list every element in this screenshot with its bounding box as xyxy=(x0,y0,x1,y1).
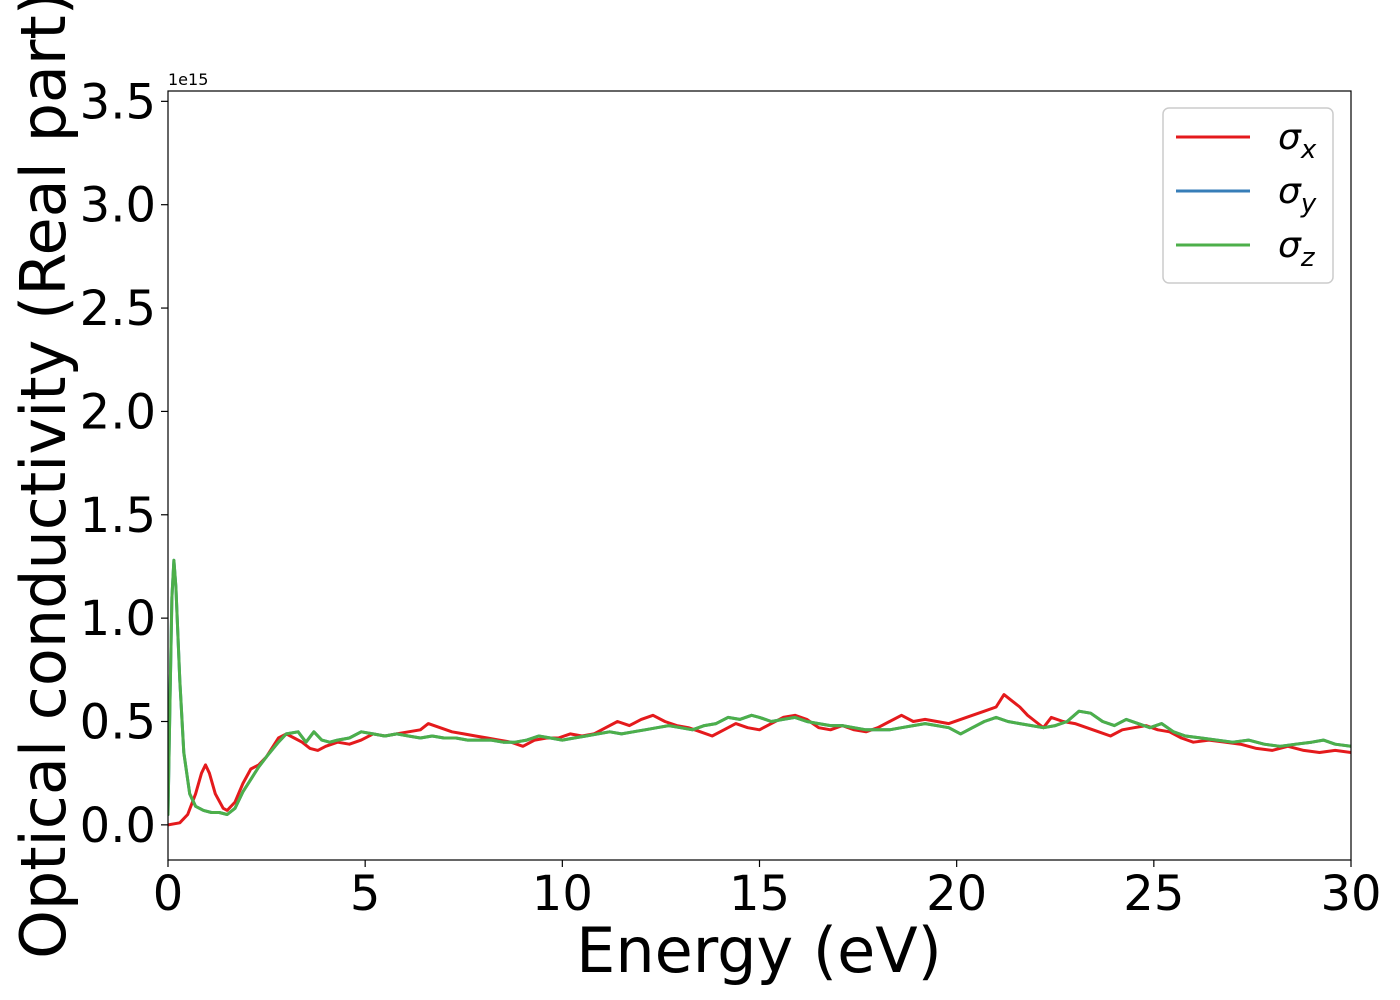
x-tick-label: 20 xyxy=(926,866,987,922)
legend-label-x: σx xyxy=(1278,117,1317,165)
y-tick-label: 1.0 xyxy=(80,591,156,647)
x-tick-label: 15 xyxy=(729,866,790,922)
x-tick-label: 0 xyxy=(153,866,184,922)
x-axis-ticks: 0 5 10 15 20 25 30 xyxy=(153,860,1382,922)
y-axis-offset-label: 1e15 xyxy=(168,70,208,89)
y-tick-label: 0.0 xyxy=(80,798,156,854)
legend-label-z: σz xyxy=(1278,225,1316,273)
y-tick-label: 3.0 xyxy=(80,178,156,234)
x-tick-label: 10 xyxy=(532,866,593,922)
legend-label-symbol: σ xyxy=(1278,117,1302,158)
y-tick-label: 0.5 xyxy=(80,694,156,750)
legend-label-symbol: σ xyxy=(1278,171,1302,212)
series-line-x xyxy=(168,693,1351,827)
legend-label-subscript: z xyxy=(1300,243,1316,273)
legend-label-subscript: y xyxy=(1300,189,1317,219)
x-axis-title: Energy (eV) xyxy=(576,914,942,987)
legend-label-subscript: x xyxy=(1300,135,1317,165)
y-tick-label: 1.5 xyxy=(80,488,156,544)
series-layer xyxy=(168,558,1351,827)
y-tick-label: 2.5 xyxy=(80,281,156,337)
legend-label-y: σy xyxy=(1278,171,1317,219)
x-tick-label: 5 xyxy=(350,866,381,922)
y-axis-ticks: 0.0 0.5 1.0 1.5 2.0 2.5 3.0 3.5 xyxy=(80,74,168,854)
x-tick-label: 30 xyxy=(1320,866,1381,922)
y-axis-title: Optical conductivity (Real part) xyxy=(7,0,80,959)
series-line-z xyxy=(168,558,1351,816)
legend-label-symbol: σ xyxy=(1278,225,1302,266)
legend-frame xyxy=(1162,107,1334,284)
y-tick-label: 3.5 xyxy=(80,74,156,130)
x-tick-label: 25 xyxy=(1123,866,1184,922)
y-tick-label: 2.0 xyxy=(80,384,156,440)
